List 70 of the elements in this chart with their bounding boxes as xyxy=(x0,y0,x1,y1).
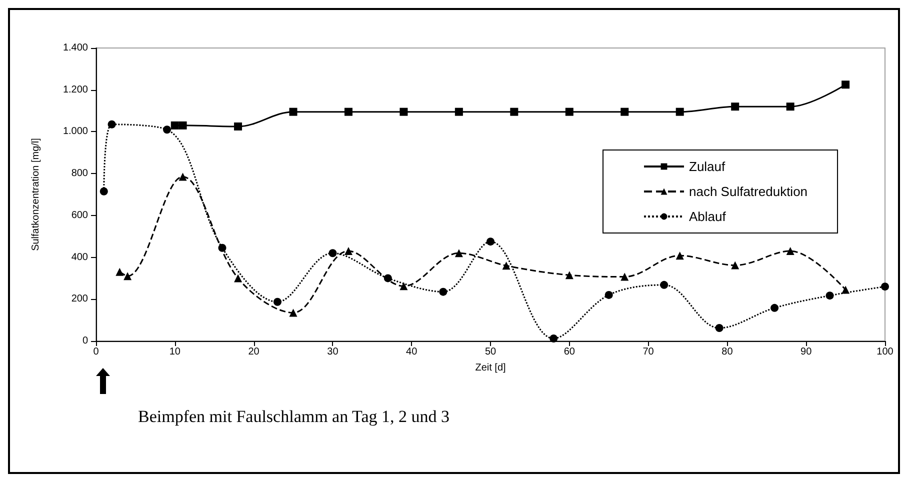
x-tick-label: 60 xyxy=(564,346,576,358)
point xyxy=(439,288,448,296)
legend-label: Ablauf xyxy=(689,209,726,224)
point xyxy=(234,122,242,130)
legend-label: Zulauf xyxy=(689,159,726,174)
x-tick-label: 70 xyxy=(642,346,654,358)
point xyxy=(454,249,463,258)
point xyxy=(604,290,613,299)
point xyxy=(273,298,282,306)
point xyxy=(344,108,352,116)
x-axis-title: Zeit [d] xyxy=(475,362,506,374)
x-tick-label: 10 xyxy=(169,346,181,358)
point xyxy=(170,121,179,130)
y-tick-label: 200 xyxy=(71,294,88,305)
point xyxy=(178,121,187,130)
point xyxy=(731,261,740,270)
y-tick-label: 1.200 xyxy=(62,84,88,96)
point xyxy=(676,108,684,116)
y-tick-label: 1.000 xyxy=(62,126,88,138)
point xyxy=(770,304,779,312)
x-tick-label: 20 xyxy=(248,346,260,358)
point xyxy=(620,108,629,116)
point xyxy=(565,271,574,280)
text: Beimpfen mit Faulschlamm an Tag 1, 2 und 3 xyxy=(138,407,450,426)
y-tick-label: 0 xyxy=(82,336,88,346)
point xyxy=(400,108,408,116)
x-tick-label: 40 xyxy=(406,346,418,358)
point xyxy=(565,108,574,116)
point xyxy=(100,187,108,196)
point xyxy=(842,80,850,89)
legend-label: nach Sulfatreduktion xyxy=(689,184,808,199)
x-tick-label: 90 xyxy=(800,346,812,358)
point xyxy=(384,274,392,282)
point xyxy=(289,108,298,116)
point xyxy=(289,308,298,317)
point xyxy=(400,282,408,290)
point xyxy=(676,252,684,260)
point xyxy=(510,108,518,116)
point xyxy=(620,272,629,281)
y-tick-label: 1.400 xyxy=(62,42,88,54)
y-tick-label: 400 xyxy=(71,252,88,263)
x-tick-label: 80 xyxy=(722,346,734,358)
point xyxy=(842,286,850,294)
point xyxy=(786,247,794,256)
point xyxy=(715,324,724,332)
point xyxy=(124,272,132,280)
point xyxy=(116,268,124,276)
x-tick-label: 30 xyxy=(327,346,339,358)
point xyxy=(344,247,352,256)
point xyxy=(218,244,226,252)
point xyxy=(881,282,889,291)
point xyxy=(731,102,740,111)
point xyxy=(660,280,668,289)
point xyxy=(234,274,242,282)
y-axis-title: Sulfatkonzentration [mg/l] xyxy=(30,138,42,251)
point xyxy=(486,238,494,246)
point xyxy=(826,292,834,300)
x-tick-label: 0 xyxy=(93,346,100,358)
point xyxy=(163,126,172,134)
y-tick-label: 800 xyxy=(71,168,88,180)
point xyxy=(328,249,337,258)
x-tick-label: 50 xyxy=(484,346,496,358)
point xyxy=(502,262,510,270)
point xyxy=(550,334,558,342)
x-tick-label: 100 xyxy=(876,346,894,358)
point xyxy=(108,120,116,128)
point xyxy=(178,172,187,181)
point xyxy=(454,108,463,116)
y-tick-label: 600 xyxy=(71,210,88,221)
point xyxy=(786,102,794,111)
